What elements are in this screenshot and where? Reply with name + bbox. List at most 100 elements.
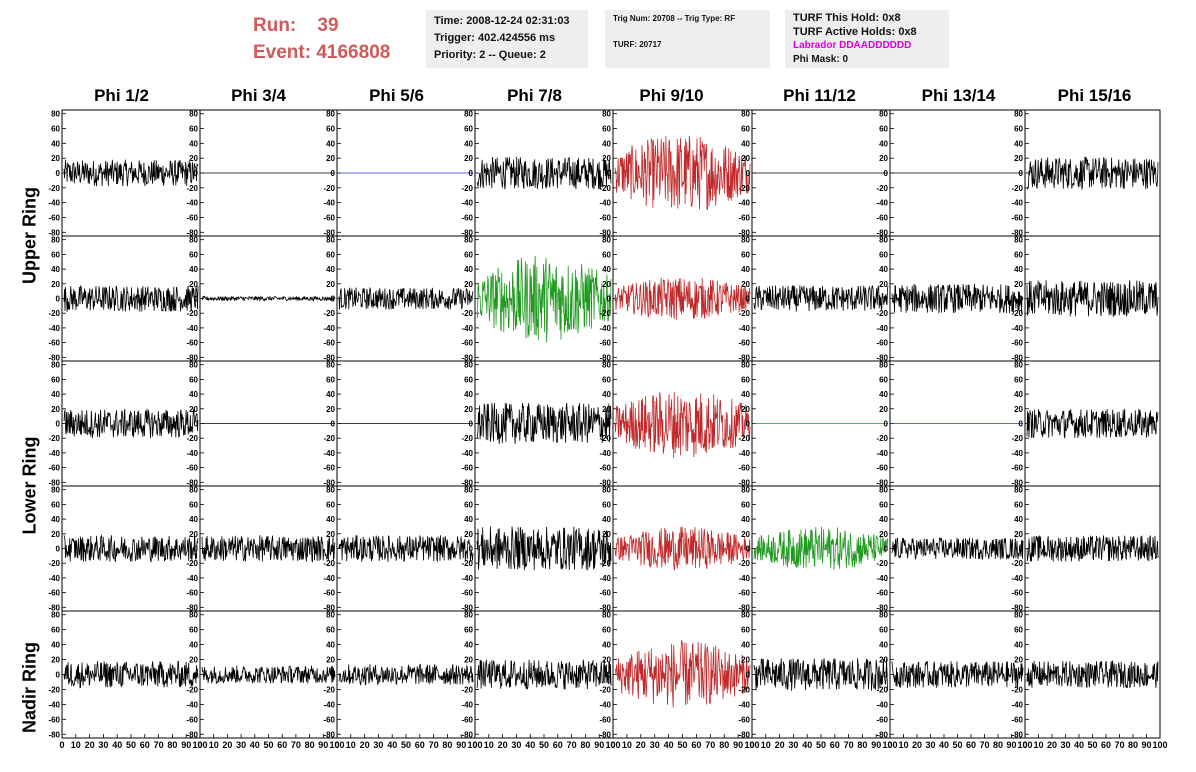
y-tick-label: -80	[876, 353, 888, 362]
y-tick-label: -80	[48, 478, 60, 487]
x-tick-label: 50	[539, 740, 549, 750]
y-tick-label: -80	[1011, 228, 1023, 237]
x-tick-label: 40	[1074, 740, 1084, 750]
y-tick-label: -20	[738, 184, 750, 193]
x-tick-label: 20	[912, 740, 922, 750]
x-tick-label: 20	[1047, 740, 1057, 750]
y-tick-label: -80	[461, 730, 473, 739]
y-tick-label: 60	[879, 125, 888, 134]
y-tick-label: 60	[879, 250, 888, 259]
y-tick-label: 60	[189, 250, 198, 259]
waveform-panel-r3-c7: 80 60 40 20 0 -20 -40 -60 -80	[1011, 485, 1161, 612]
x-tick-label: 100	[1017, 740, 1032, 750]
waveform-panel-r1-c2: 80 60 40 20 0 -20 -40 -60 -80	[323, 235, 476, 362]
column-header-phi-13-14: Phi 13/14	[921, 86, 996, 105]
y-tick-label: -60	[323, 213, 335, 222]
x-tick-label: 40	[664, 740, 674, 750]
y-tick-label: -60	[461, 715, 473, 724]
y-tick-label: -40	[876, 449, 888, 458]
y-tick-label: -40	[738, 574, 750, 583]
waveform-trace	[614, 135, 751, 211]
y-tick-label: -20	[1011, 559, 1023, 568]
y-tick-label: 40	[879, 139, 888, 148]
trigger-text: Trigger: 402.424556 ms	[434, 32, 556, 44]
x-tick-label: 10	[209, 740, 219, 750]
y-tick-label: 80	[189, 361, 198, 370]
x-tick-label: 10	[346, 740, 356, 750]
y-tick-label: 0	[56, 295, 61, 304]
x-tick-label: 60	[277, 740, 287, 750]
y-tick-label: 40	[741, 641, 750, 650]
y-tick-label: -20	[1011, 309, 1023, 318]
y-tick-label: -80	[323, 603, 335, 612]
y-tick-label: -40	[48, 700, 60, 709]
y-tick-label: 60	[51, 626, 60, 635]
x-tick-label: 0	[887, 740, 892, 750]
y-tick-label: -20	[461, 685, 473, 694]
x-tick-label: 10	[622, 740, 632, 750]
column-header-phi-9-10: Phi 9/10	[639, 86, 704, 105]
y-tick-label: 80	[326, 611, 335, 620]
y-tick-label: 40	[741, 515, 750, 524]
y-tick-label: 80	[602, 486, 611, 495]
y-tick-label: 20	[879, 405, 888, 414]
x-tick-label: 50	[401, 740, 411, 750]
y-tick-label: 40	[741, 265, 750, 274]
x-tick-label: 90	[733, 740, 743, 750]
x-tick-label: 10	[1033, 740, 1043, 750]
y-tick-label: 20	[1014, 154, 1023, 163]
trig-num-text: Trig Num: 20708 -- Trig Type: RF	[613, 14, 736, 23]
waveform-trace	[891, 283, 1024, 314]
y-tick-label: -40	[48, 449, 60, 458]
y-tick-label: -40	[876, 199, 888, 208]
y-tick-label: 80	[1014, 236, 1023, 245]
y-tick-label: 40	[51, 515, 60, 524]
y-tick-label: 20	[741, 154, 750, 163]
y-tick-label: 40	[464, 390, 473, 399]
y-tick-label: 80	[741, 110, 750, 119]
waveform-panel-r4-c0: 80 60 40 20 0 -20 -40 -60 -80	[48, 610, 201, 739]
y-tick-label: 60	[464, 626, 473, 635]
y-tick-label: -60	[876, 589, 888, 598]
y-tick-label: 20	[326, 405, 335, 414]
y-tick-label: 20	[326, 656, 335, 665]
y-tick-label: 40	[879, 515, 888, 524]
y-tick-label: -20	[1011, 184, 1023, 193]
y-tick-label: -40	[323, 199, 335, 208]
y-tick-label: 60	[51, 250, 60, 259]
y-tick-label: -20	[599, 559, 611, 568]
y-tick-label: -20	[599, 434, 611, 443]
x-tick-label: 40	[387, 740, 397, 750]
waveform-panel-r1-c3: 80 60 40 20 0 -20 -40 -60 -80	[461, 235, 614, 362]
y-tick-label: -80	[186, 478, 198, 487]
y-tick-label: 0	[607, 671, 612, 680]
y-tick-label: 40	[1014, 265, 1023, 274]
y-tick-label: 80	[879, 361, 888, 370]
x-tick-label: 100	[192, 740, 207, 750]
x-tick-label: 90	[181, 740, 191, 750]
y-tick-label: -20	[48, 434, 60, 443]
y-tick-label: 0	[607, 545, 612, 554]
y-tick-label: 60	[741, 250, 750, 259]
y-tick-label: 60	[741, 125, 750, 134]
event-value: 4166808	[316, 42, 391, 63]
waveform-panel-r0-c0: 80 60 40 20 0 -20 -40 -60 -80	[48, 109, 201, 237]
y-tick-label: 40	[879, 641, 888, 650]
y-tick-label: -80	[461, 603, 473, 612]
waveform-panel-r3-c0: 80 60 40 20 0 -20 -40 -60 -80	[48, 485, 201, 612]
y-tick-label: -40	[738, 324, 750, 333]
y-tick-label: -60	[876, 464, 888, 473]
y-tick-label: -40	[461, 324, 473, 333]
y-tick-label: -60	[1011, 213, 1023, 222]
waveform-panel-r0-c7: 80 60 40 20 0 -20 -40 -60 -80	[1011, 109, 1161, 237]
waveform-trace	[1026, 280, 1159, 317]
y-tick-label: -60	[48, 213, 60, 222]
y-tick-label: -40	[599, 574, 611, 583]
x-tick-label: 70	[844, 740, 854, 750]
y-tick-label: -60	[599, 589, 611, 598]
y-tick-label: 20	[741, 405, 750, 414]
y-tick-label: 80	[1014, 110, 1023, 119]
y-tick-label: 80	[1014, 611, 1023, 620]
y-tick-label: 40	[602, 390, 611, 399]
y-tick-label: -40	[186, 449, 198, 458]
